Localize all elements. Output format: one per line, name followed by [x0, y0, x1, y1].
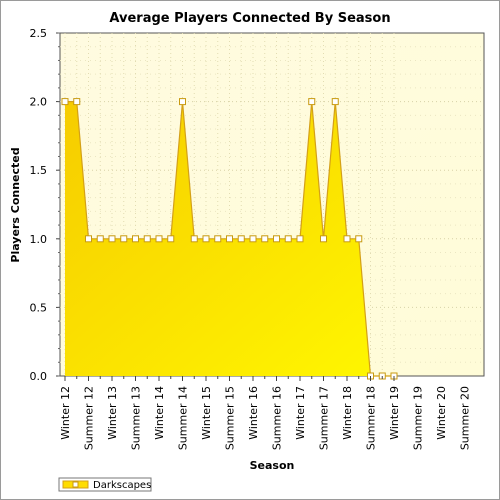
x-tick-label: Winter 12: [59, 386, 72, 440]
data-point: [202, 235, 210, 243]
x-tick-label: Winter 15: [200, 386, 213, 440]
data-points: [61, 98, 398, 380]
legend: Darkscapes: [58, 477, 152, 492]
x-axis: Winter 12 Summer 12 Winter 13 Summer 13 Wint…: [59, 376, 472, 450]
x-tick-label: Winter 16: [247, 386, 260, 440]
x-tick-label: Winter 18: [341, 386, 354, 440]
data-point: [120, 235, 128, 243]
chart-title: Average Players Connected By Season: [109, 11, 390, 26]
data-point: [155, 235, 163, 243]
data-point: [355, 235, 363, 243]
legend-label-darkscapes: Darkscapes: [93, 480, 151, 491]
x-tick-label: Summer 20: [459, 386, 472, 450]
x-tick-label: Summer 18: [365, 386, 378, 450]
data-point: [284, 235, 292, 243]
x-tick-label: Summer 17: [318, 386, 331, 450]
data-point: [331, 98, 339, 106]
data-point: [320, 235, 327, 243]
data-point: [96, 235, 104, 243]
x-tick-label: Summer 14: [177, 386, 190, 450]
data-point: [143, 235, 151, 243]
x-tick-label: Winter 20: [435, 386, 448, 440]
legend-marker: [72, 481, 79, 488]
y-axis-title: Players Connected: [9, 147, 22, 262]
data-point: [261, 235, 269, 243]
data-point: [273, 235, 280, 243]
x-tick-label: Summer 13: [130, 386, 143, 450]
data-point: [237, 235, 245, 243]
data-point: [85, 235, 92, 243]
data-point: [167, 235, 175, 243]
x-tick-label: Winter 17: [294, 386, 307, 440]
x-tick-label: Summer 15: [224, 386, 237, 450]
y-tick-label: 1.5: [30, 164, 48, 177]
y-tick-label: 2.5: [30, 27, 48, 40]
x-axis-title: Season: [250, 459, 295, 472]
x-tick-label: Winter 14: [153, 386, 166, 440]
x-tick-label: Summer 16: [271, 386, 284, 450]
data-point: [226, 235, 233, 243]
data-point: [249, 235, 257, 243]
data-point: [73, 98, 81, 106]
x-tick-label: Winter 19: [388, 386, 401, 440]
data-point: [214, 235, 222, 243]
y-tick-label: 0.5: [30, 301, 48, 314]
data-point: [108, 235, 116, 243]
x-tick-label: Summer 19: [412, 386, 425, 450]
y-axis: 0.0 0.5 1.0 1.5 2.0 2.5: [30, 27, 60, 383]
data-point: [308, 98, 316, 106]
x-tick-label: Summer 12: [83, 386, 96, 450]
y-tick-label: 2.0: [30, 96, 48, 109]
data-point: [61, 98, 69, 106]
y-tick-label: 0.0: [30, 370, 48, 383]
x-tick-label: Winter 13: [106, 386, 119, 440]
data-point: [343, 235, 351, 243]
data-point: [179, 98, 186, 106]
y-tick-label: 1.0: [30, 233, 48, 246]
area-fill: [65, 101, 394, 376]
data-point: [296, 235, 304, 243]
data-point: [132, 235, 139, 243]
data-point: [190, 235, 198, 243]
